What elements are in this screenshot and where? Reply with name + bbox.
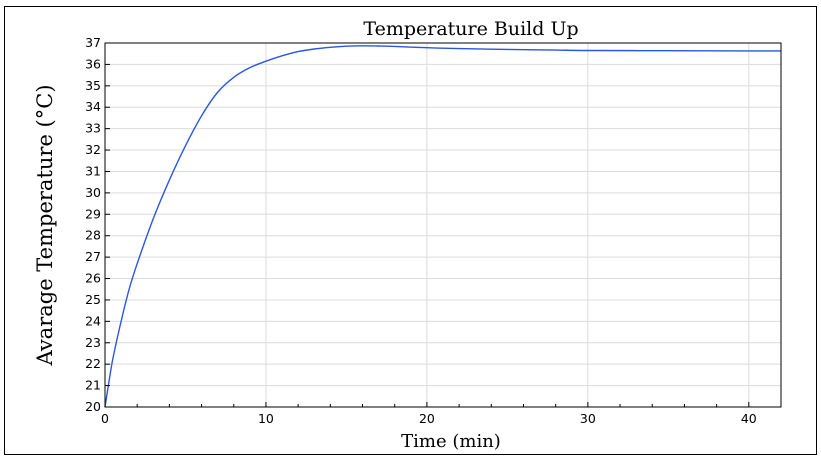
x-tick-label: 0 [101, 411, 109, 426]
x-tick-label: 10 [258, 411, 274, 426]
y-tick-label: 31 [85, 163, 101, 178]
y-tick-label: 30 [85, 185, 101, 200]
y-tick-label: 25 [85, 292, 101, 307]
plot-area-border [104, 42, 782, 408]
y-tick-label: 23 [85, 335, 101, 350]
y-tick-label: 37 [85, 35, 101, 50]
y-tick-label: 20 [85, 399, 101, 414]
chart-frame: Temperature Build Up 0 10 20 30 40 20 21 22 23 2… [4, 6, 817, 455]
x-tick-label: 20 [419, 411, 435, 426]
y-tick-label: 24 [85, 313, 101, 328]
x-tick-label: 30 [580, 411, 596, 426]
y-tick-label: 33 [85, 121, 101, 136]
y-axis-ticks: 20 21 22 23 24 25 26 27 28 29 30 31 32 33 34 35 36 37 [85, 35, 110, 414]
y-tick-label: 26 [85, 271, 101, 286]
chart-title: Temperature Build Up [363, 18, 578, 40]
x-axis-label: Time (min) [401, 431, 501, 452]
y-tick-label: 35 [85, 78, 101, 93]
y-axis-label: Avarage Temperature (°C) [33, 84, 57, 366]
temperature-series-line [104, 45, 782, 408]
y-tick-label: 32 [85, 142, 101, 157]
y-tick-label: 21 [85, 378, 101, 393]
y-tick-label: 29 [85, 206, 101, 221]
y-tick-label: 27 [85, 249, 101, 264]
grid-lines [105, 43, 781, 407]
y-tick-label: 34 [85, 99, 101, 114]
y-tick-label: 22 [85, 356, 101, 371]
series-layer [104, 45, 782, 408]
temperature-chart: Temperature Build Up 0 10 20 30 40 202122232… [33, 18, 782, 452]
x-axis-ticks: 0 10 20 30 40 [101, 402, 782, 426]
y-tick-label: 28 [85, 228, 101, 243]
x-tick-label: 40 [741, 411, 757, 426]
y-tick-label: 36 [85, 56, 101, 71]
